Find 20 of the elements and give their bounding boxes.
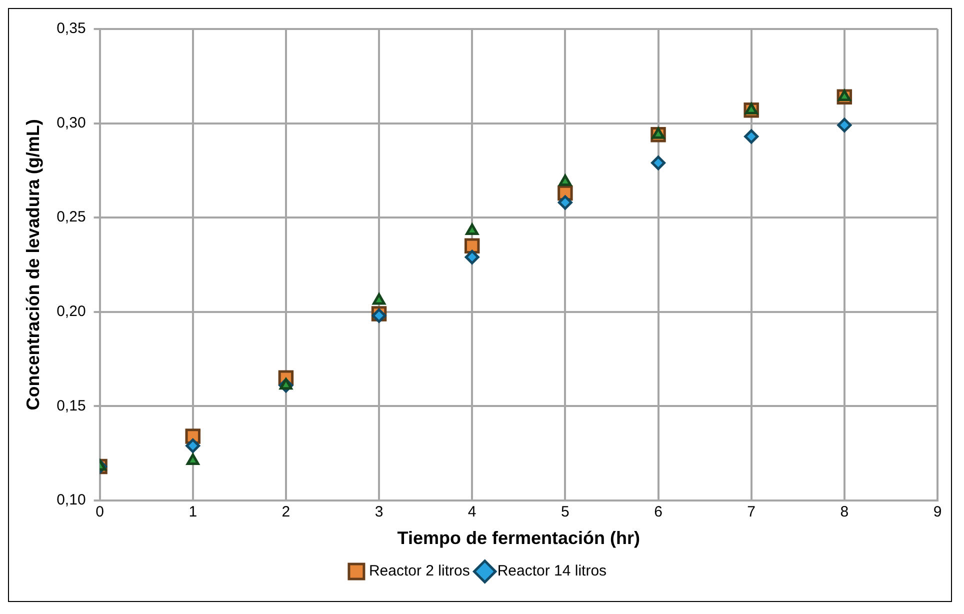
y-tick-label: 0,15 — [56, 397, 86, 414]
y-tick-label: 0,25 — [56, 208, 86, 226]
y-tick-label: 0,10 — [56, 492, 86, 509]
legend-label: Reactor 2 litros — [368, 562, 470, 580]
x-tick-label: 4 — [468, 504, 476, 521]
x-tick-label: 3 — [374, 504, 384, 521]
x-tick-label: 5 — [561, 504, 570, 521]
y-tick-label: 0,20 — [56, 302, 86, 320]
x-tick-label: 8 — [840, 504, 849, 521]
x-tick-label: 7 — [747, 504, 756, 521]
y-tick-label: 0,30 — [56, 114, 86, 132]
x-axis-title: Tiempo de fermentación (hr) — [397, 528, 640, 548]
x-tick-label: 1 — [188, 504, 198, 521]
legend-label: Reactor 14 litros — [497, 562, 607, 580]
x-tick-label: 2 — [282, 504, 290, 521]
y-tick-label: 0,35 — [56, 20, 86, 38]
y-axis-title: Concentración de levadura (g/mL) — [22, 119, 43, 410]
x-tick-label: 6 — [654, 504, 662, 521]
x-tick-label: 9 — [933, 504, 942, 521]
x-tick-label: 0 — [96, 504, 104, 521]
